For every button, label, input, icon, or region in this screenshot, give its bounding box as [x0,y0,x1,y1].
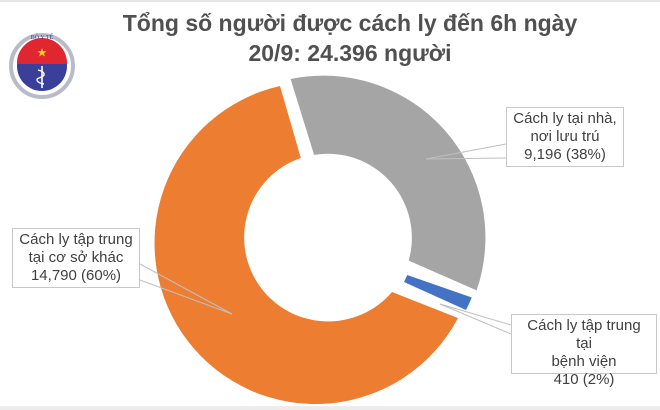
leader-hospital [439,303,512,326]
leader-hospital-2 [439,303,512,335]
svg-text:BỘ Y TẾ: BỘ Y TẾ [31,33,54,41]
chart-title: Tổng số người được cách ly đến 6h ngày 2… [100,8,600,68]
leader-home [425,143,507,160]
slice-other[interactable] [154,86,458,405]
label-hospital-line1: Cách ly tập trung tại [527,317,641,352]
label-home-line1: Cách ly tại nhà, [513,110,617,127]
leader-home-2 [425,157,507,160]
leader-other [139,263,233,315]
data-label-home: Cách ly tại nhà, nơi lưu trú 9,196 (38%) [506,107,624,167]
label-hospital-value: 410 (2%) [553,371,615,388]
top-border [0,0,660,2]
bottom-border [0,406,660,410]
ministry-of-health-logo: BỘ Y TẾ [9,33,75,99]
label-home-line2: nơi lưu trú [530,128,600,145]
label-home-value: 9,196 (38%) [524,146,606,163]
label-other-value: 14,790 (60%) [30,267,122,284]
label-hospital-line2: bệnh viện [551,353,617,370]
slice-hospital[interactable] [404,275,472,310]
data-label-other: Cách ly tập trung tại cơ sở khác 14,790 … [12,228,140,288]
label-other-line1: Cách ly tập trung [19,231,133,248]
slice-home[interactable] [290,75,486,291]
label-other-line2: tại cơ sở khác [28,249,124,266]
data-label-hospital: Cách ly tập trung tại bệnh viện 410 (2%) [511,314,657,388]
title-line-2: 20/9: 24.396 người [248,40,452,66]
title-line-1: Tổng số người được cách ly đến 6h ngày [122,10,578,36]
leader-other-2 [139,279,233,315]
